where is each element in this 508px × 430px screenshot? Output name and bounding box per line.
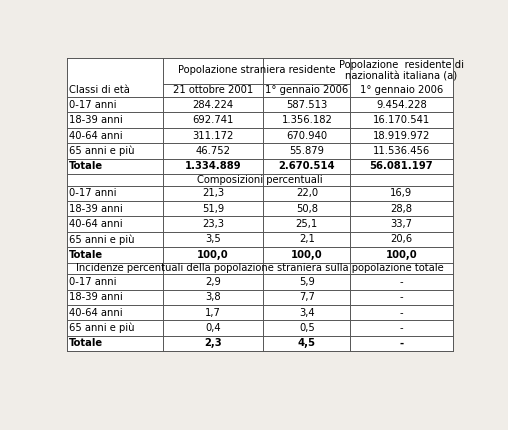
Text: 3,4: 3,4 <box>299 307 314 318</box>
Text: 65 anni e più: 65 anni e più <box>69 146 135 156</box>
Text: 40-64 anni: 40-64 anni <box>69 131 122 141</box>
Text: 21 ottobre 2001: 21 ottobre 2001 <box>173 86 253 95</box>
Text: Popolazione  residente di
nazionalità italiana (a): Popolazione residente di nazionalità ita… <box>339 60 464 82</box>
Text: 40-64 anni: 40-64 anni <box>69 307 122 318</box>
Text: 16.170.541: 16.170.541 <box>373 115 430 125</box>
Text: 46.752: 46.752 <box>196 146 231 156</box>
Text: 21,3: 21,3 <box>202 188 224 198</box>
Text: 2,1: 2,1 <box>299 234 315 245</box>
Text: 1° gennaio 2006: 1° gennaio 2006 <box>265 86 348 95</box>
Text: 18-39 anni: 18-39 anni <box>69 115 122 125</box>
Text: 65 anni e più: 65 anni e più <box>69 234 135 245</box>
Text: 18-39 anni: 18-39 anni <box>69 292 122 302</box>
Text: 1.356.182: 1.356.182 <box>281 115 332 125</box>
Text: 2.670.514: 2.670.514 <box>278 161 335 171</box>
Text: -: - <box>400 323 403 333</box>
Text: 4,5: 4,5 <box>298 338 316 348</box>
Text: 20,6: 20,6 <box>390 234 412 245</box>
Text: 284.224: 284.224 <box>193 100 234 110</box>
Text: 11.536.456: 11.536.456 <box>373 146 430 156</box>
Text: 1,7: 1,7 <box>205 307 221 318</box>
Text: Classi di età: Classi di età <box>69 86 130 95</box>
Text: -: - <box>400 307 403 318</box>
Text: Totale: Totale <box>69 250 103 260</box>
Text: Totale: Totale <box>69 338 103 348</box>
Text: 23,3: 23,3 <box>202 219 224 229</box>
Text: 33,7: 33,7 <box>391 219 412 229</box>
Text: 9.454.228: 9.454.228 <box>376 100 427 110</box>
Bar <box>67 58 453 351</box>
Text: 7,7: 7,7 <box>299 292 315 302</box>
Text: 1.334.889: 1.334.889 <box>185 161 241 171</box>
Text: 50,8: 50,8 <box>296 204 318 214</box>
Text: 2,3: 2,3 <box>204 338 222 348</box>
Text: Popolazione straniera residente: Popolazione straniera residente <box>178 65 335 75</box>
Text: 40-64 anni: 40-64 anni <box>69 219 122 229</box>
Text: Incidenze percentuali della popolazione straniera sulla popolazione totale: Incidenze percentuali della popolazione … <box>76 263 443 273</box>
Text: 3,8: 3,8 <box>205 292 221 302</box>
Text: 587.513: 587.513 <box>286 100 328 110</box>
Text: 0,5: 0,5 <box>299 323 315 333</box>
Text: 18-39 anni: 18-39 anni <box>69 204 122 214</box>
Text: -: - <box>399 338 403 348</box>
Text: 55.879: 55.879 <box>290 146 324 156</box>
Text: 65 anni e più: 65 anni e più <box>69 323 135 333</box>
Text: 100,0: 100,0 <box>197 250 229 260</box>
Text: Totale: Totale <box>69 161 103 171</box>
Text: 692.741: 692.741 <box>193 115 234 125</box>
Text: 0-17 anni: 0-17 anni <box>69 188 116 198</box>
Text: 25,1: 25,1 <box>296 219 318 229</box>
Text: 2,9: 2,9 <box>205 277 221 287</box>
Text: 16,9: 16,9 <box>390 188 412 198</box>
Text: 311.172: 311.172 <box>193 131 234 141</box>
Text: 18.919.972: 18.919.972 <box>373 131 430 141</box>
Text: 100,0: 100,0 <box>291 250 323 260</box>
Text: Composizioni percentuali: Composizioni percentuali <box>197 175 323 185</box>
Text: 100,0: 100,0 <box>386 250 417 260</box>
Text: 1° gennaio 2006: 1° gennaio 2006 <box>360 86 443 95</box>
Text: -: - <box>400 292 403 302</box>
Text: 0-17 anni: 0-17 anni <box>69 277 116 287</box>
Text: 670.940: 670.940 <box>287 131 328 141</box>
Text: 5,9: 5,9 <box>299 277 315 287</box>
Text: 56.081.197: 56.081.197 <box>370 161 433 171</box>
Text: 0,4: 0,4 <box>205 323 221 333</box>
Text: 22,0: 22,0 <box>296 188 318 198</box>
Text: 51,9: 51,9 <box>202 204 224 214</box>
Text: -: - <box>400 277 403 287</box>
Text: 28,8: 28,8 <box>391 204 412 214</box>
Text: 0-17 anni: 0-17 anni <box>69 100 116 110</box>
Text: 3,5: 3,5 <box>205 234 221 245</box>
